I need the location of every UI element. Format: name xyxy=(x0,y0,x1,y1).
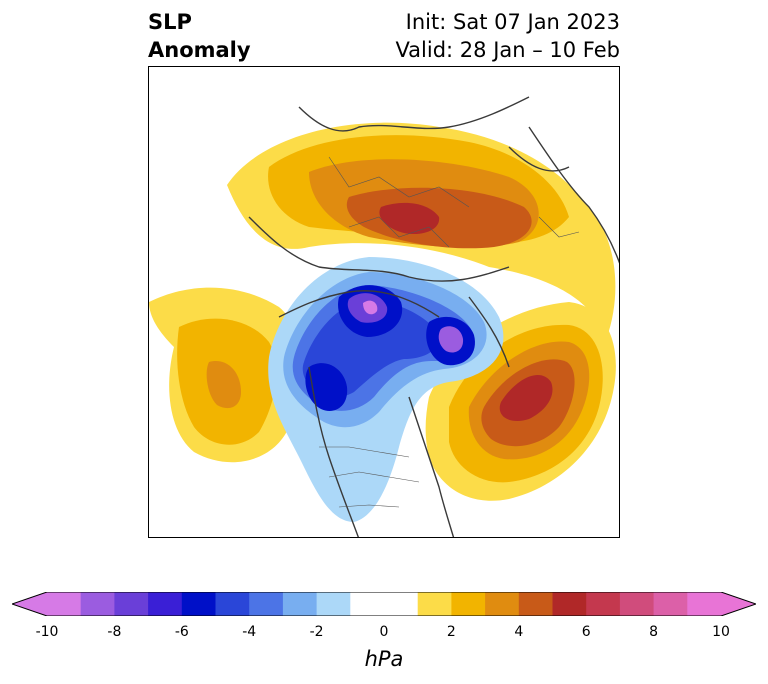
coastlines xyxy=(248,96,619,537)
colorbar-cell xyxy=(417,592,452,616)
negative-anomaly-arctic-core xyxy=(363,300,378,315)
positive-anomaly-eurasia-8hpa xyxy=(379,202,440,235)
colorbar-extend-low xyxy=(12,592,47,616)
colorbar-tick-label: 6 xyxy=(581,624,591,640)
colorbar-cell xyxy=(451,592,486,616)
colorbar-cell xyxy=(586,592,621,616)
positive-anomaly-pacific-4hpa xyxy=(206,361,241,409)
political-borders xyxy=(319,156,580,508)
colorbar-cell xyxy=(282,592,318,616)
colorbar-tick-label: 10 xyxy=(712,624,730,640)
colorbar-cell xyxy=(316,592,351,616)
colorbar-cell xyxy=(619,592,655,616)
colorbar-tick-label: -4 xyxy=(242,624,257,640)
colorbar-cell xyxy=(350,592,385,616)
colorbar-cell xyxy=(384,592,419,616)
negative-anomaly-greenland-inner xyxy=(438,326,464,353)
slp-anomaly-map xyxy=(148,66,620,538)
colorbar-tick-label: 0 xyxy=(379,624,389,640)
positive-anomaly-atlantic-8hpa xyxy=(499,374,553,422)
colorbar-cell xyxy=(181,592,216,616)
colorbar-tick-label: 8 xyxy=(649,624,659,640)
colorbar-cell xyxy=(114,592,149,616)
forecast-dates: Init: Sat 07 Jan 2023 Valid: 28 Jan – 10… xyxy=(395,8,620,64)
colorbar-cell xyxy=(148,592,183,616)
colorbar-cells xyxy=(12,592,756,616)
colorbar-tick-label: -6 xyxy=(174,624,189,640)
colorbar-tick-label: -2 xyxy=(309,624,324,640)
init-date: Init: Sat 07 Jan 2023 xyxy=(405,10,620,34)
colorbar-cell xyxy=(215,592,250,616)
positive-anomaly-eurasia-6hpa xyxy=(346,187,532,249)
title-line-1: SLP xyxy=(148,10,192,34)
colorbar-cell xyxy=(47,592,82,616)
colorbar-cell xyxy=(653,592,688,616)
colorbar-cell xyxy=(552,592,587,616)
colorbar-units: hPa xyxy=(364,647,404,671)
colorbar-cell xyxy=(80,592,115,616)
colorbar-cell xyxy=(249,592,284,616)
colorbar-tick-label: 2 xyxy=(446,624,456,640)
map-canvas xyxy=(149,96,619,537)
title-line-2: Anomaly xyxy=(148,38,251,62)
colorbar-extend-high xyxy=(721,592,756,616)
colorbar-cell xyxy=(518,592,553,616)
colorbar-cell xyxy=(687,592,722,616)
colorbar-tick-label: -8 xyxy=(107,624,122,640)
chart-title: SLP Anomaly xyxy=(148,8,251,64)
colorbar-tick-label: 4 xyxy=(514,624,524,640)
valid-date: Valid: 28 Jan – 10 Feb xyxy=(395,38,620,62)
negative-anomaly-hudson-core xyxy=(305,363,348,411)
colorbar-cell xyxy=(485,592,520,616)
colorbar-tick-label: -10 xyxy=(35,624,59,640)
colorbar xyxy=(12,592,756,616)
